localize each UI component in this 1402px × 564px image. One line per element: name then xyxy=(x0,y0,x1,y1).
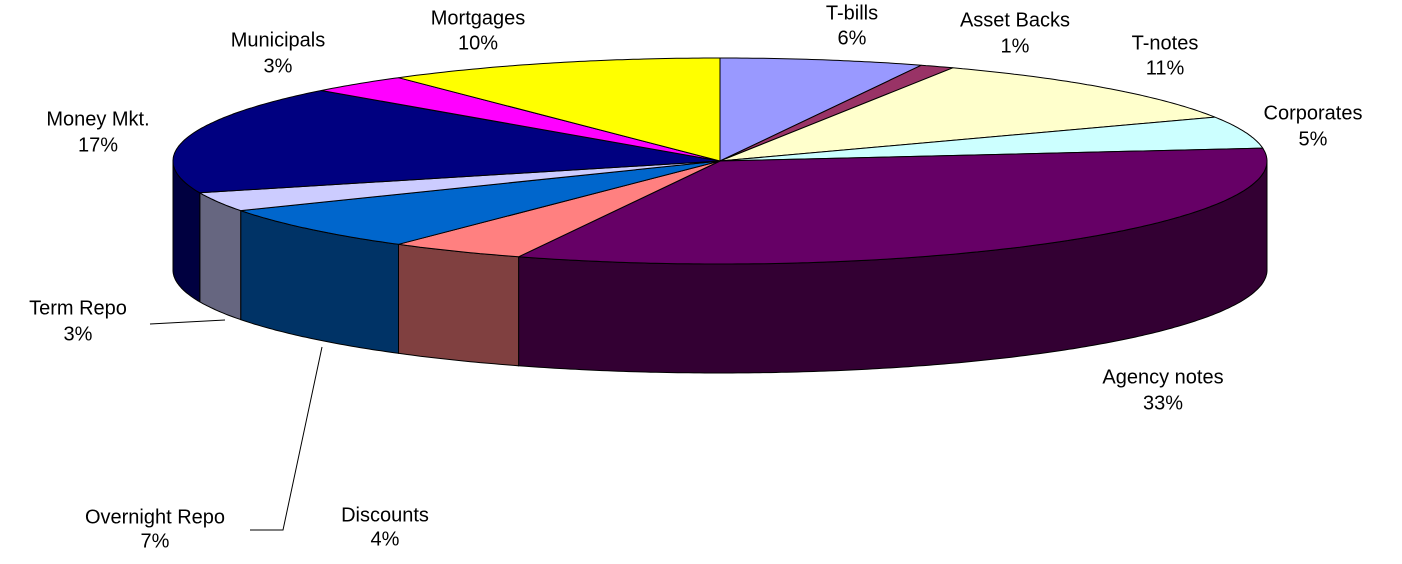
slice-label: T-notes xyxy=(1132,32,1199,54)
slice-label: Term Repo xyxy=(29,297,127,319)
pie-sides xyxy=(172,161,1268,374)
slice-value-label: 3% xyxy=(64,323,93,345)
slice xyxy=(719,64,954,162)
slice-label: Agency notes xyxy=(1102,366,1223,388)
slice-value-label: 1% xyxy=(1001,35,1030,57)
pie-tops xyxy=(172,57,1268,265)
slice-value-label: 5% xyxy=(1299,128,1328,150)
slice-label: Discounts xyxy=(341,504,429,526)
leader-line xyxy=(149,319,226,325)
slice-value-label: 17% xyxy=(78,134,118,156)
slice-label: Municipals xyxy=(231,29,325,51)
slice xyxy=(172,89,721,194)
slice-value-label: 10% xyxy=(458,32,498,54)
slice-label: Corporates xyxy=(1264,102,1363,124)
slice xyxy=(719,67,1216,162)
slice-value-label: 4% xyxy=(371,528,400,550)
slice-value-label: 11% xyxy=(1146,57,1185,79)
slice-label: Asset Backs xyxy=(960,9,1070,31)
slice-label: Overnight Repo xyxy=(85,506,225,528)
slice-side xyxy=(199,191,242,321)
slice-value-label: 6% xyxy=(838,27,867,49)
slice-side xyxy=(398,243,520,367)
slice xyxy=(398,160,721,258)
slice xyxy=(198,160,721,212)
slice-label: Mortgages xyxy=(431,7,526,29)
slice-value-label: 33% xyxy=(1143,392,1183,414)
slice-label: Money Mkt. xyxy=(46,108,149,130)
slice-value-label: 3% xyxy=(264,55,293,77)
slice xyxy=(321,77,721,162)
slice xyxy=(518,147,1268,265)
slice-value-label: 7% xyxy=(141,530,170,552)
labels: T-bills 6% Asset Backs 1% T-notes 11% Corporat… xyxy=(29,2,1362,552)
slice xyxy=(719,57,922,162)
slice xyxy=(398,57,721,162)
slice xyxy=(719,116,1264,162)
slice-label: T-bills xyxy=(826,2,878,24)
leader-line xyxy=(250,346,323,531)
slice xyxy=(240,160,721,245)
